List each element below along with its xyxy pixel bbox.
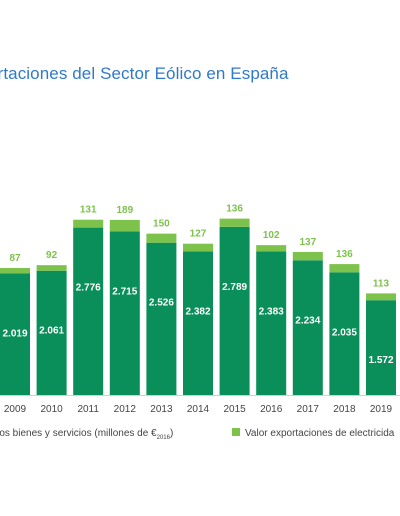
label-electricity-2009: 87 [9, 253, 21, 264]
bar-electricity-2011 [73, 219, 104, 228]
label-goods-2010: 2.061 [39, 326, 64, 337]
legend-goods-text: ros bienes y servicios (millones de € [0, 428, 157, 439]
label-goods-2016: 2.383 [259, 306, 284, 317]
x-tick-2015: 2015 [223, 404, 246, 415]
legend-item-electricity: Valor exportaciones de electricida [232, 428, 394, 439]
bar-electricity-2016 [256, 245, 287, 252]
label-electricity-2010: 92 [46, 250, 58, 261]
bar-electricity-2010 [36, 265, 67, 271]
bar-goods-2010 [36, 270, 67, 395]
legend-item-goods: ros bienes y servicios (millones de €201… [0, 428, 173, 441]
stacked-bar-chart: 2.019 87 2009 2.061 92 2010 2.776 131 2011 2.715 1… [0, 204, 400, 415]
x-tick-2019: 2019 [370, 404, 393, 415]
label-goods-2014: 2.382 [185, 306, 210, 317]
legend-goods-subscript: 2016 [156, 435, 170, 441]
label-electricity-2017: 137 [299, 237, 316, 248]
label-electricity-2012: 189 [116, 205, 133, 216]
x-tick-2011: 2011 [77, 404, 99, 415]
bar-goods-2019 [366, 300, 396, 395]
bar-goods-2011 [73, 227, 104, 395]
label-electricity-2019: 113 [373, 278, 390, 289]
label-electricity-2011: 131 [80, 205, 97, 216]
x-tick-2018: 2018 [333, 404, 356, 415]
bar-goods-2018 [329, 272, 360, 395]
bar-electricity-2009 [0, 268, 30, 274]
label-goods-2013: 2.526 [149, 298, 174, 309]
bar-electricity-2014 [183, 243, 213, 252]
x-tick-2013: 2013 [150, 404, 173, 415]
label-goods-2017: 2.234 [295, 315, 320, 326]
label-electricity-2016: 102 [263, 230, 280, 241]
bar-electricity-2018 [329, 264, 360, 273]
label-electricity-2018: 136 [336, 249, 353, 260]
label-electricity-2013: 150 [153, 219, 170, 230]
label-goods-2019: 1.572 [368, 355, 393, 366]
label-goods-2018: 2.035 [332, 327, 357, 338]
label-electricity-2015: 136 [226, 204, 243, 215]
x-tick-2016: 2016 [260, 404, 283, 415]
bar-electricity-2012 [109, 219, 140, 232]
bar-goods-2013 [146, 242, 177, 395]
x-tick-2012: 2012 [114, 404, 137, 415]
bar-goods-2016 [256, 251, 287, 395]
bar-electricity-2015 [219, 218, 250, 227]
legend-goods-close: ) [169, 428, 174, 439]
bar-goods-2015 [219, 226, 250, 395]
legend-electricity-text: Valor exportaciones de electricida [245, 428, 395, 439]
label-goods-2011: 2.776 [76, 283, 101, 294]
x-tick-2010: 2010 [40, 404, 63, 415]
x-tick-2014: 2014 [187, 404, 210, 415]
bar-electricity-2019 [366, 293, 396, 301]
label-goods-2009: 2.019 [2, 328, 27, 339]
chart-title: ortaciones del Sector Eólico en España [0, 64, 289, 83]
label-goods-2012: 2.715 [112, 286, 137, 297]
bar-electricity-2013 [146, 233, 177, 243]
bar-goods-2014 [183, 251, 213, 395]
label-electricity-2014: 127 [190, 229, 207, 240]
bar-goods-2012 [109, 231, 140, 395]
bar-goods-2009 [0, 273, 30, 395]
legend-electricity-swatch [232, 428, 240, 436]
x-tick-2009: 2009 [4, 404, 27, 415]
x-tick-2017: 2017 [297, 404, 320, 415]
bar-goods-2017 [292, 260, 323, 395]
label-goods-2015: 2.789 [222, 282, 247, 293]
bar-electricity-2017 [292, 252, 323, 261]
